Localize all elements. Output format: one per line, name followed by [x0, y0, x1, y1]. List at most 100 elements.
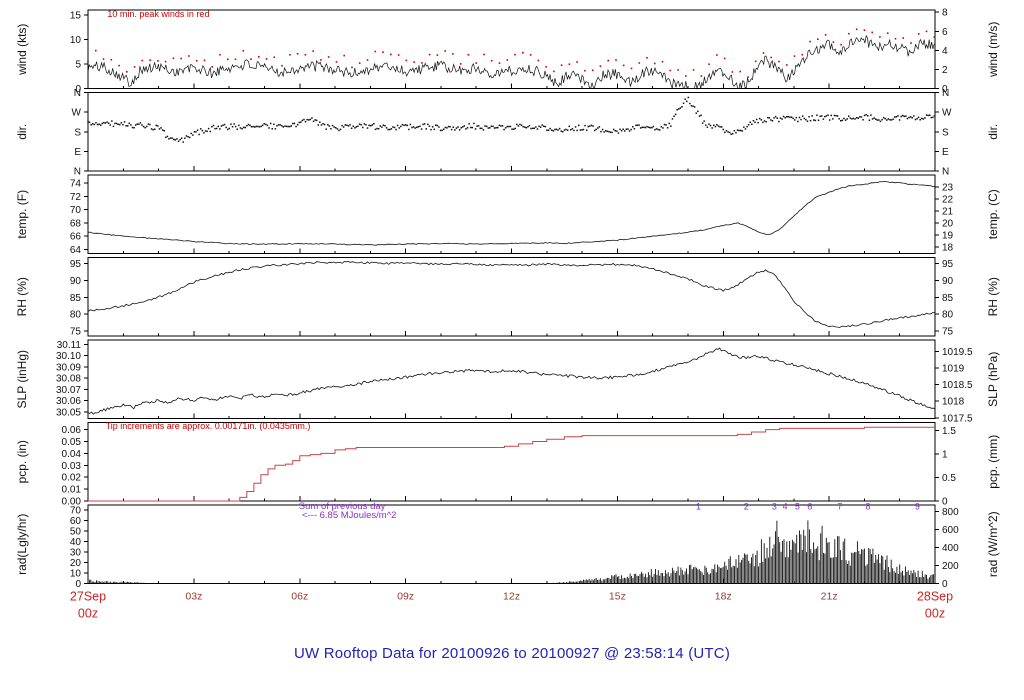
- ytick-label-right: W: [942, 108, 952, 119]
- panel-frame: [87, 257, 936, 337]
- ytick-label-left: 0.04: [62, 449, 82, 460]
- hour-ticks: [122, 413, 901, 419]
- ytick-label-right: 20: [942, 218, 954, 229]
- x-tick-label: 12z: [503, 591, 520, 603]
- series-precip-accum: [88, 426, 935, 502]
- ytick-label-right: 200: [942, 561, 959, 572]
- annotation: 1: [696, 502, 701, 512]
- ylabel-right-rh: RH (%): [986, 277, 1000, 316]
- panel-rad: 0102030405060700200400600800rad(Lgly/hr)…: [15, 501, 1000, 590]
- hour-ticks: [122, 496, 901, 501]
- ytick-label-left: 80: [70, 310, 82, 321]
- panel-frame: [87, 422, 936, 502]
- ytick-label-right: 6: [942, 27, 948, 38]
- ytick-label-left: 95: [70, 259, 82, 270]
- hour-ticks: [122, 83, 901, 89]
- annotation: Sum of previous day: [299, 501, 386, 512]
- annotation: Tip increments are approx. 0.00171in. (0…: [106, 421, 311, 431]
- ytick-label-left: 0: [75, 579, 81, 590]
- ytick-label-left: 10: [70, 569, 82, 580]
- ytick-label-left: 70: [70, 506, 82, 517]
- ytick-label-right: 18: [942, 242, 954, 253]
- series-sea-level-pressure: [87, 347, 936, 415]
- ytick-label-right: N: [942, 88, 949, 99]
- ytick-label-left: 66: [70, 232, 82, 243]
- ylabel-right-rad: rad (W/m^2): [986, 511, 1000, 577]
- ytick-label-left: 10: [70, 35, 82, 46]
- ytick-label-right: 22: [942, 194, 954, 205]
- series-wind-peaks: [87, 28, 936, 78]
- series-solar-radiation: [87, 520, 936, 584]
- series-relative-humidity: [87, 261, 936, 328]
- ytick-label-right: 0.5: [942, 473, 956, 484]
- ytick-label-left: 30.10: [56, 351, 81, 362]
- ytick-label-right: 1018: [942, 397, 965, 408]
- ytick-label-left: 68: [70, 218, 82, 229]
- ytick-label-left: N: [74, 167, 81, 178]
- annotation: 4: [782, 502, 787, 512]
- x-tick-label: 03z: [185, 591, 202, 603]
- x-tick-label: 06z: [291, 591, 308, 603]
- ytick-label-right: 4: [942, 46, 948, 57]
- ytick-label-right: 0: [942, 579, 948, 590]
- panel-frame: [87, 9, 936, 89]
- ytick-label-left: 0.01: [62, 485, 82, 496]
- ytick-label-left: 74: [70, 178, 82, 189]
- hour-ticks: [122, 166, 901, 171]
- ytick-label-left: 30.08: [56, 374, 81, 385]
- series-wind-direction: [87, 96, 936, 143]
- ytick-label-left: 30.11: [57, 340, 82, 351]
- ytick-label-right: 21: [942, 206, 954, 217]
- ylabel-right-pcp: pcp. (mm): [986, 435, 1000, 489]
- ytick-label-right: 1018.5: [942, 380, 973, 391]
- annotation: 5: [795, 502, 800, 512]
- ytick-label-left: 0: [75, 84, 81, 95]
- ytick-label-right: 80: [942, 310, 954, 321]
- annotation: 9: [915, 502, 920, 512]
- ytick-label-left: 90: [70, 276, 82, 287]
- ytick-label-left: 60: [70, 516, 82, 527]
- ytick-label-left: 0.00: [62, 497, 82, 508]
- ytick-label-left: 30.07: [56, 385, 81, 396]
- ytick-label-left: E: [74, 147, 81, 158]
- ytick-label-left: 15: [70, 10, 82, 21]
- ytick-label-left: 40: [70, 537, 82, 548]
- x-date-line1: 27Sep: [70, 590, 106, 604]
- annotation: 8: [865, 502, 870, 512]
- hour-ticks: [122, 331, 901, 336]
- y-ticks: 75 80 85 90 95 75 80 85 90 95: [70, 259, 954, 337]
- ytick-label-left: 20: [70, 558, 82, 569]
- hour-ticks: [122, 578, 901, 584]
- ytick-label-right: 0: [942, 84, 948, 95]
- y-ticks: 0 5 10 15 0 2 4 6 8: [70, 8, 948, 95]
- ytick-label-left: 64: [70, 245, 82, 256]
- ylabel-left-dir: dir.: [15, 124, 29, 140]
- ytick-label-left: 0.06: [62, 425, 82, 436]
- ytick-label-right: 95: [942, 259, 954, 270]
- x-date-line1: 28Sep: [917, 590, 953, 604]
- annotation: 2: [744, 502, 749, 512]
- figure-title: UW Rooftop Data for 20100926 to 20100927…: [293, 645, 731, 662]
- ytick-label-left: S: [74, 127, 81, 138]
- ylabel-right-wind: wind (m/s): [986, 22, 1000, 78]
- ytick-label-left: W: [72, 108, 82, 119]
- ytick-label-right: 75: [942, 326, 954, 337]
- ytick-label-right: 1: [942, 450, 948, 461]
- ylabel-left-slp: SLP (inHg): [15, 350, 29, 408]
- ytick-label-right: E: [942, 147, 949, 158]
- panel-frame: [87, 339, 936, 419]
- y-ticks: 0.000.010.020.030.040.050.06 0 0.5 1 1.5: [62, 425, 957, 507]
- ytick-label-left: 0.05: [62, 437, 82, 448]
- ytick-label-right: 19: [942, 230, 954, 241]
- ytick-label-right: 400: [942, 543, 959, 554]
- ytick-label-left: 5: [75, 59, 81, 70]
- ylabel-right-dir: dir.: [986, 124, 1000, 140]
- series-wind-mean: [87, 34, 935, 90]
- ylabel-left-wind: wind (kts): [15, 24, 29, 76]
- ylabel-left-pcp: pcp. (in): [15, 440, 29, 483]
- ytick-label-right: N: [942, 167, 949, 178]
